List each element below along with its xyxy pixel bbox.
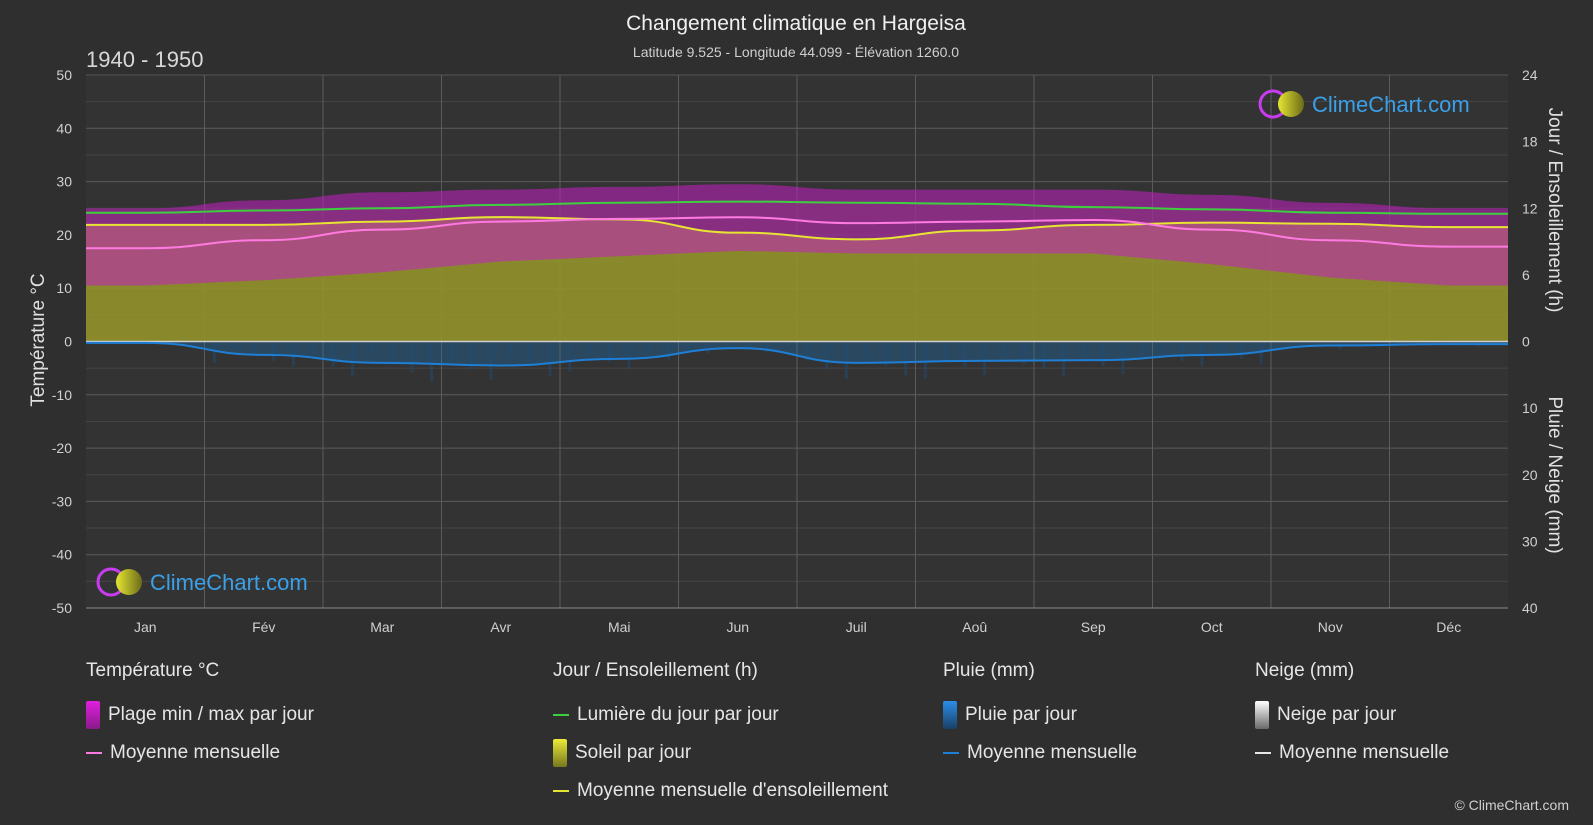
y-left-tick-label: 10 xyxy=(56,280,72,296)
legend-item: Lumière du jour par jour xyxy=(553,696,888,734)
y-left-tick-label: -20 xyxy=(52,440,72,456)
legend-label: Moyenne mensuelle xyxy=(1279,742,1450,763)
x-tick-label: Avr xyxy=(490,619,511,635)
copyright: © ClimeChart.com xyxy=(1454,797,1569,813)
brand-name: ClimeChart.com xyxy=(150,570,308,595)
y-left-tick-label: -30 xyxy=(52,493,72,509)
axes: 50 40 30 20 10 0 -10 -20 -30 -40 -50 24 18 12 6 0 10 20 30… xyxy=(52,67,1538,635)
legend-label: Pluie par jour xyxy=(965,704,1077,725)
y-left-tick-label: 40 xyxy=(56,120,72,136)
snow-mean-swatch xyxy=(1255,752,1271,754)
y-left-tick-label: -10 xyxy=(52,387,72,403)
logo-sun-icon xyxy=(116,569,142,595)
legend-label: Moyenne mensuelle xyxy=(967,742,1138,763)
plot-area xyxy=(85,184,1509,382)
legend-rain-title: Pluie (mm) xyxy=(943,660,1035,681)
y-left-tick-label: 0 xyxy=(64,334,72,350)
temp-mean-line xyxy=(85,216,1508,250)
y-right-tick-label: 10 xyxy=(1522,400,1538,416)
x-tick-label: Juil xyxy=(846,619,867,635)
legend-label: Moyenne mensuelle d'ensoleillement xyxy=(577,780,888,801)
y-right-tick-label: 24 xyxy=(1522,67,1538,83)
x-tick-label: Sep xyxy=(1081,619,1106,635)
sun-swatch xyxy=(553,739,567,767)
legend-item: Moyenne mensuelle xyxy=(86,734,314,772)
y-left-tick-label: 50 xyxy=(56,67,72,83)
legend-sun-title: Jour / Ensoleillement (h) xyxy=(553,660,758,681)
temp-range-band xyxy=(86,184,1508,286)
y-right-tick-label: 6 xyxy=(1522,267,1530,283)
legend-label: Moyenne mensuelle xyxy=(110,742,281,763)
rain-mean-line xyxy=(86,341,1508,367)
x-tick-label: Jan xyxy=(134,619,157,635)
legend-item: Pluie par jour xyxy=(943,696,1137,734)
rain-area xyxy=(86,341,1508,366)
y-right-tick-label: 20 xyxy=(1522,467,1538,483)
rain-mean-swatch xyxy=(943,752,959,754)
daylight-swatch xyxy=(553,714,569,716)
legend-item: Moyenne mensuelle d'ensoleillement xyxy=(553,772,888,810)
x-tick-label: Nov xyxy=(1318,619,1343,635)
legend-rain: Pluie (mm) Pluie par jour Moyenne mensue… xyxy=(943,660,1137,772)
x-tick-label: Jun xyxy=(726,619,749,635)
y-left-tick-label: 20 xyxy=(56,227,72,243)
legend-item: Moyenne mensuelle xyxy=(943,734,1137,772)
legend-sun: Jour / Ensoleillement (h) Lumière du jou… xyxy=(553,660,888,810)
brand-logo-top: ClimeChart.com xyxy=(1258,89,1470,119)
chart-subtitle: Latitude 9.525 - Longitude 44.099 - Élév… xyxy=(633,44,959,60)
snow-swatch xyxy=(1255,701,1269,729)
x-tick-label: Aoû xyxy=(962,619,987,635)
legend-snow: Neige (mm) Neige par jour Moyenne mensue… xyxy=(1255,660,1449,772)
y-left-tick-label: -50 xyxy=(52,600,72,616)
x-tick-label: Fév xyxy=(252,619,275,635)
y-left-tick-label: -40 xyxy=(52,547,72,563)
legend-label: Plage min / max par jour xyxy=(108,704,314,725)
y-right-tick-label: 18 xyxy=(1522,134,1538,150)
y-axis-left-label: Température °C xyxy=(28,273,49,406)
legend-temp-title: Température °C xyxy=(86,660,220,681)
legend-snow-title: Neige (mm) xyxy=(1255,660,1355,681)
y-right-tick-label: 40 xyxy=(1522,600,1538,616)
period-label: 1940 - 1950 xyxy=(86,47,203,72)
x-tick-label: Déc xyxy=(1436,619,1461,635)
sunshine-mean-line xyxy=(86,216,1508,241)
legend-temp: Température °C Plage min / max par jour … xyxy=(86,660,314,772)
y-axis-right-bottom-label: Pluie / Neige (mm) xyxy=(1544,396,1565,553)
y-axis-right-top-label: Jour / Ensoleillement (h) xyxy=(1544,108,1565,313)
logo-sun-icon xyxy=(1278,91,1304,117)
y-right-tick-label: 30 xyxy=(1522,533,1538,549)
legend-label: Neige par jour xyxy=(1277,704,1397,725)
legend-item: Plage min / max par jour xyxy=(86,696,314,734)
rain-swatch xyxy=(943,701,957,729)
daylight-line xyxy=(86,200,1509,215)
x-tick-label: Oct xyxy=(1201,619,1223,635)
y-right-tick-label: 12 xyxy=(1522,200,1538,216)
legend-item: Soleil par jour xyxy=(553,734,888,772)
y-right-tick-label: 0 xyxy=(1522,334,1530,350)
brand-logo-bottom: ClimeChart.com xyxy=(96,567,308,597)
sun-mean-swatch xyxy=(553,790,569,792)
temp-mean-swatch xyxy=(86,752,102,754)
y-left-tick-label: 30 xyxy=(56,174,72,190)
legend-label: Lumière du jour par jour xyxy=(577,704,779,725)
legend-item: Moyenne mensuelle xyxy=(1255,734,1449,772)
chart-title: Changement climatique en Hargeisa xyxy=(626,12,966,35)
x-tick-label: Mai xyxy=(608,619,631,635)
legend-item: Neige par jour xyxy=(1255,696,1449,734)
climate-chart: Changement climatique en Hargeisa Latitu… xyxy=(28,12,1565,635)
temp-range-swatch xyxy=(86,701,100,729)
brand-name: ClimeChart.com xyxy=(1312,92,1470,117)
legend-label: Soleil par jour xyxy=(575,742,692,763)
x-tick-label: Mar xyxy=(370,619,394,635)
